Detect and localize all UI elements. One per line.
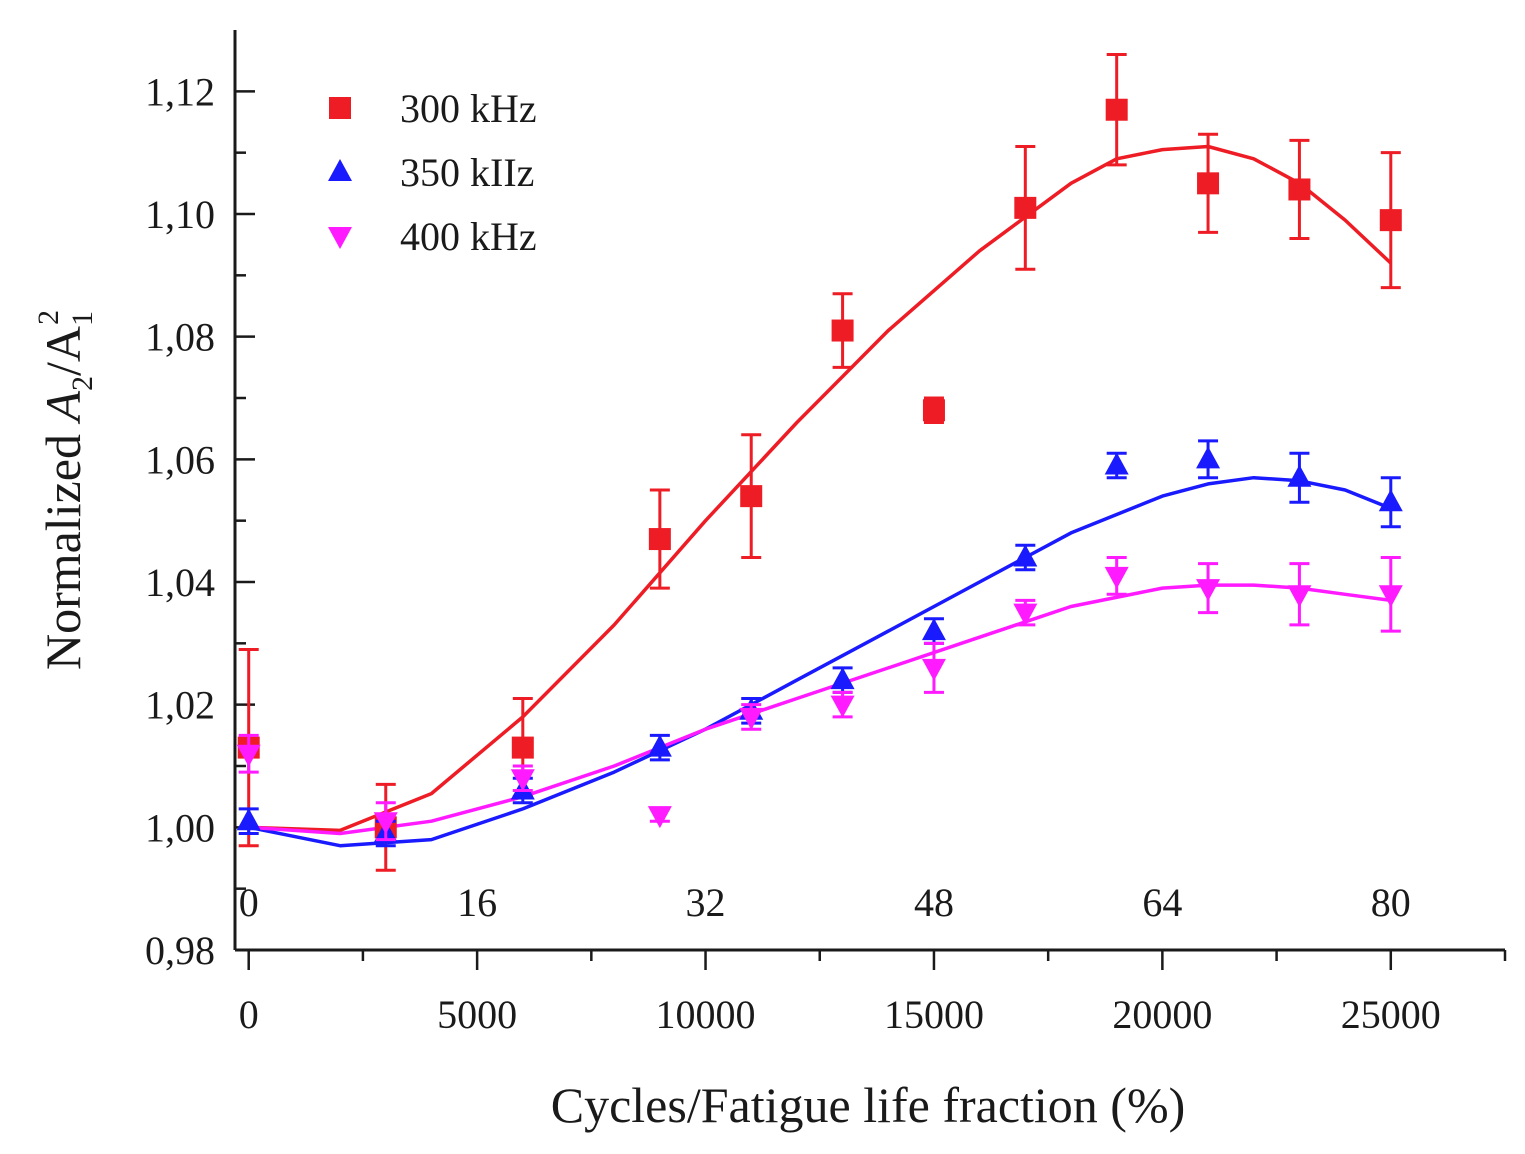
y-label-sub-1: 1 <box>66 311 99 326</box>
legend-label: 400 kHz <box>400 214 537 259</box>
data-point-triangle-down <box>1287 585 1312 608</box>
x-tick-label: 25000 <box>1341 992 1441 1037</box>
legend: 300 kHz 350 kIIz 400 kHz <box>328 86 537 259</box>
y-tick-label: 1,10 <box>145 192 215 237</box>
data-point-square <box>1105 98 1128 121</box>
x-tick-label: 20000 <box>1112 992 1212 1037</box>
y-tick-label: 1,06 <box>145 437 215 482</box>
y-tick-label: 1,12 <box>145 69 215 114</box>
data-point-triangle-down <box>373 812 398 835</box>
y-label-sup-2: 2 <box>32 310 65 325</box>
y-label-sub-2: 2 <box>66 376 99 391</box>
y-tick-label: 0,98 <box>145 928 215 973</box>
data-point-triangle-down <box>921 658 946 681</box>
y-tick-label: 1,02 <box>145 683 215 728</box>
legend-marker-triangle-up <box>328 159 352 181</box>
y-tick-label: 1,00 <box>145 805 215 850</box>
legend-marker-square <box>329 97 351 119</box>
fit-curve-triangle-up <box>248 475 1392 848</box>
data-point-triangle-up <box>830 667 855 690</box>
secondary-x-label: 80 <box>1371 880 1411 925</box>
x-axis-ticks: 0 5000 10000 15000 20000 25000 <box>239 950 1507 1037</box>
x-tick-label: 5000 <box>437 992 517 1037</box>
data-point-triangle-down <box>647 806 672 829</box>
x-tick-label: 15000 <box>884 992 984 1037</box>
secondary-x-label: 16 <box>457 880 497 925</box>
secondary-x-label: 64 <box>1142 880 1182 925</box>
y-tick-label: 1,08 <box>145 315 215 360</box>
data-point-square <box>1197 172 1220 195</box>
data-point-triangle-down <box>739 707 764 730</box>
data-point-square <box>922 399 945 422</box>
data-point-triangle-up <box>236 808 261 831</box>
y-axis-label: Normalized A2/A12 <box>32 310 99 670</box>
y-label-a1: /A <box>35 326 91 376</box>
data-point-triangle-down <box>1013 603 1038 626</box>
data-point-square <box>1379 209 1402 232</box>
y-axis-ticks: 0,98 1,00 1,02 1,04 1,06 1,08 1,10 1,12 <box>145 69 255 973</box>
data-point-triangle-up <box>647 734 672 757</box>
data-point-triangle-up <box>921 618 946 641</box>
data-point-square <box>740 485 763 508</box>
y-tick-label: 1,04 <box>145 560 215 605</box>
fit-curve-square <box>248 144 1392 833</box>
legend-marker-triangle-down <box>328 227 352 249</box>
data-point-triangle-up <box>1104 452 1129 475</box>
data-point-triangle-down <box>510 769 535 792</box>
data-point-triangle-down <box>1378 585 1403 608</box>
data-point-triangle-down <box>830 695 855 718</box>
data-point-square <box>648 528 671 551</box>
plot-frame <box>233 30 1505 952</box>
secondary-x-label: 0 <box>239 880 259 925</box>
data-point-triangle-down <box>1196 579 1221 602</box>
fit-curve-triangle-down <box>248 583 1392 836</box>
data-point-square <box>1288 178 1311 201</box>
data-point-triangle-down <box>236 744 261 767</box>
secondary-x-label: 48 <box>914 880 954 925</box>
data-points <box>236 53 1403 872</box>
data-point-triangle-up <box>1196 446 1221 469</box>
legend-label: 350 kIIz <box>400 150 534 195</box>
y-label-a2: A <box>35 391 91 425</box>
data-point-triangle-up <box>1013 544 1038 567</box>
data-point-triangle-up <box>1287 464 1312 487</box>
x-tick-label: 0 <box>239 992 259 1037</box>
secondary-x-label: 32 <box>686 880 726 925</box>
legend-label: 300 kHz <box>400 86 537 131</box>
data-point-square <box>1014 196 1037 219</box>
data-point-square <box>831 319 854 342</box>
secondary-x-labels: 0 16 32 48 64 80 <box>239 880 1411 925</box>
data-point-triangle-up <box>1378 489 1403 512</box>
data-point-triangle-down <box>1104 566 1129 589</box>
x-tick-label: 10000 <box>656 992 756 1037</box>
data-point-square <box>511 736 534 759</box>
x-axis-label: Cycles/Fatigue life fraction (%) <box>551 1077 1186 1133</box>
y-label-prefix: Normalized <box>35 422 91 671</box>
